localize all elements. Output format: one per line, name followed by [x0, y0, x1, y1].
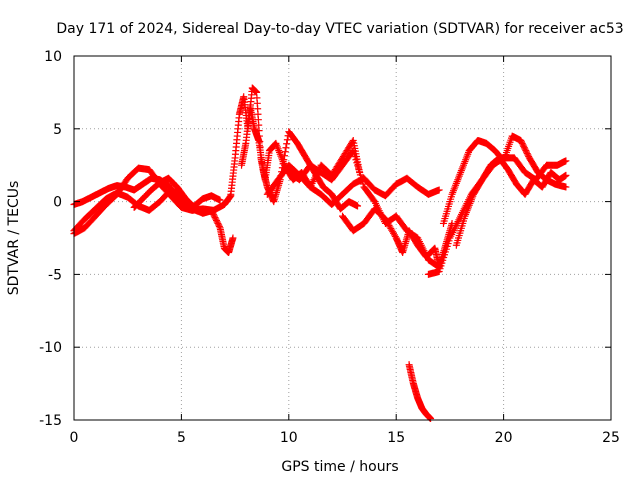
data-point [350, 150, 358, 158]
data-point [283, 140, 291, 148]
y-tick-label: 0 [53, 195, 62, 211]
data-point [562, 183, 570, 191]
x-tick-label: 0 [70, 430, 79, 446]
data-point [356, 168, 364, 176]
data-point [215, 222, 223, 230]
series-track-g [263, 161, 443, 209]
y-tick-label: -15 [39, 413, 62, 429]
x-tick-label: 5 [177, 430, 186, 446]
data-point [348, 138, 356, 146]
y-tick-label: 10 [44, 49, 62, 65]
y-axis-label: SDTVAR / TECUs [6, 181, 22, 296]
data-points [70, 84, 570, 423]
series-track-d [130, 174, 237, 257]
data-point [353, 159, 361, 167]
data-point [280, 156, 288, 164]
plot-frame [73, 55, 612, 421]
data-point [359, 180, 367, 188]
chart-title: Day 171 of 2024, Sidereal Day-to-day VTE… [56, 21, 623, 37]
series-track-m [405, 361, 435, 423]
x-tick-label: 25 [602, 430, 620, 446]
data-point [354, 162, 362, 170]
data-point [351, 153, 359, 161]
data-point [358, 177, 366, 185]
series-track-i [339, 205, 443, 271]
data-point [354, 202, 362, 210]
x-tick-labels: 0 5 10 15 20 25 [70, 430, 620, 446]
ticks [73, 55, 612, 421]
data-point [435, 186, 443, 194]
data-point [352, 156, 360, 164]
data-point [355, 165, 363, 173]
data-point [562, 171, 570, 179]
data-point [356, 171, 364, 179]
data-point [427, 415, 435, 423]
series-track-k [452, 154, 570, 249]
x-tick-label: 15 [387, 430, 405, 446]
x-axis-label: GPS time / hours [281, 459, 398, 475]
grid [74, 56, 611, 420]
x-tick-label: 20 [495, 430, 513, 446]
data-point [281, 148, 289, 156]
data-point [283, 136, 291, 144]
data-point [562, 157, 570, 165]
data-point [281, 152, 289, 160]
data-point [282, 144, 290, 152]
data-point [279, 160, 287, 168]
y-tick-label: 5 [53, 122, 62, 138]
y-tick-label: -5 [48, 267, 62, 283]
data-point [229, 234, 237, 242]
x-tick-label: 10 [280, 430, 298, 446]
y-tick-label: -10 [39, 340, 62, 356]
data-point [216, 196, 224, 204]
series-track-l [439, 132, 570, 227]
data-point [357, 174, 365, 182]
y-tick-labels: -15 -10 -5 0 5 10 [39, 49, 62, 429]
data-point [349, 147, 357, 155]
